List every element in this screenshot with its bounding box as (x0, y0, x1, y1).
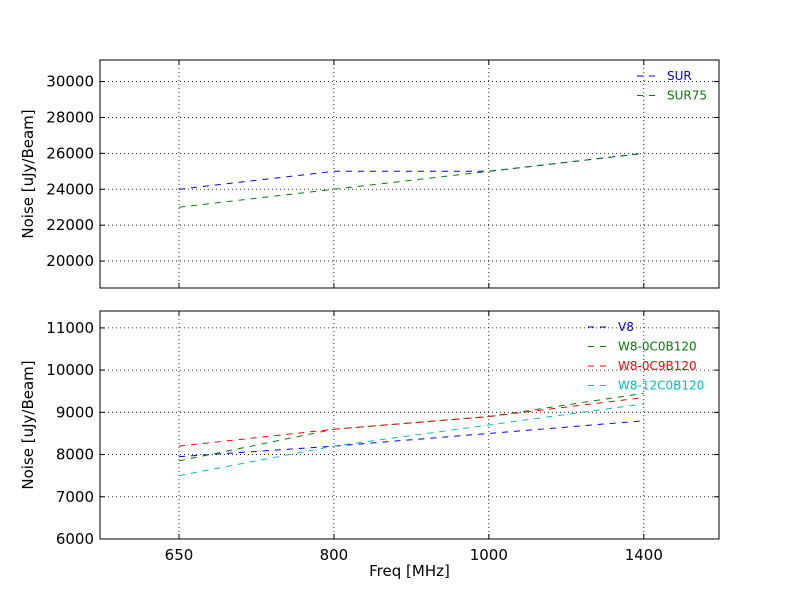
y-axis-label: Noise [uJy/Beam] (19, 360, 37, 489)
y-tick-label: 6000 (56, 530, 94, 548)
series-line (178, 152, 644, 190)
x-tick-label: 1000 (470, 546, 508, 564)
y-tick-label: 24000 (46, 180, 94, 198)
y-tick-label: 7000 (56, 488, 94, 506)
legend-label: SUR (667, 69, 692, 83)
series-line (178, 420, 644, 458)
legend-label: SUR75 (667, 89, 707, 103)
y-tick-label: 30000 (46, 73, 94, 91)
x-axis-label: Freq [MHz] (369, 562, 450, 580)
top-panel: 20000 22000 24000 26000 28000 30000 SUR SUR75 No… (19, 59, 720, 289)
bottom-panel: 6000 7000 8000 9000 10000 11000 650 800 1000 1400… (19, 310, 720, 580)
series-line (178, 392, 644, 462)
plot-frame (99, 59, 720, 289)
legend-label: V8 (618, 320, 634, 334)
y-tick-label: 10000 (46, 361, 94, 379)
x-tick-label: 1400 (625, 546, 663, 564)
series-line (178, 397, 644, 447)
y-tick-label: 28000 (46, 108, 94, 126)
x-tick-label: 800 (320, 546, 349, 564)
y-tick-label: 8000 (56, 446, 94, 464)
legend-label: W8-0C9B120 (618, 359, 697, 373)
y-tick-label: 9000 (56, 403, 94, 421)
series-line (178, 152, 644, 208)
y-tick-label: 20000 (46, 252, 94, 270)
y-tick-label: 26000 (46, 144, 94, 162)
x-tick-label: 650 (165, 546, 194, 564)
plot-frame (99, 310, 720, 540)
y-tick-label: 11000 (46, 319, 94, 337)
y-tick-label: 22000 (46, 216, 94, 234)
legend-label: W8-0C0B120 (618, 340, 697, 354)
y-axis-label: Noise [uJy/Beam] (19, 109, 37, 238)
legend-label: W8-12C0B120 (618, 379, 704, 393)
